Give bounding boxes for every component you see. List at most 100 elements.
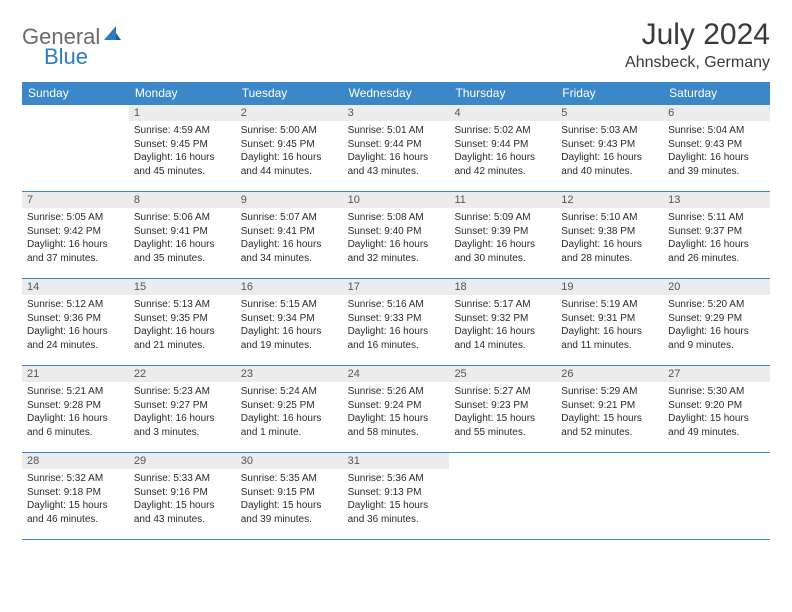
- day-cell: 11Sunrise: 5:09 AMSunset: 9:39 PMDayligh…: [449, 192, 556, 278]
- day-details: Sunrise: 5:26 AMSunset: 9:24 PMDaylight:…: [343, 382, 450, 444]
- day-cell: 23Sunrise: 5:24 AMSunset: 9:25 PMDayligh…: [236, 366, 343, 452]
- sunset-text: Sunset: 9:15 PM: [241, 486, 338, 500]
- day-cell: 16Sunrise: 5:15 AMSunset: 9:34 PMDayligh…: [236, 279, 343, 365]
- sunset-text: Sunset: 9:32 PM: [454, 312, 551, 326]
- header: General July 2024 Ahnsbeck, Germany: [22, 18, 770, 72]
- sunset-text: Sunset: 9:31 PM: [561, 312, 658, 326]
- day-number: 12: [556, 192, 663, 208]
- day-number: 30: [236, 453, 343, 469]
- day-number: 23: [236, 366, 343, 382]
- day-details: Sunrise: 5:19 AMSunset: 9:31 PMDaylight:…: [556, 295, 663, 357]
- sunset-text: Sunset: 9:25 PM: [241, 399, 338, 413]
- day-cell: 5Sunrise: 5:03 AMSunset: 9:43 PMDaylight…: [556, 105, 663, 191]
- sunrise-text: Sunrise: 5:29 AM: [561, 385, 658, 399]
- day-number: 16: [236, 279, 343, 295]
- weekday-friday: Friday: [556, 82, 663, 104]
- day-cell: 10Sunrise: 5:08 AMSunset: 9:40 PMDayligh…: [343, 192, 450, 278]
- sunrise-text: Sunrise: 5:09 AM: [454, 211, 551, 225]
- daylight-text: Daylight: 16 hours and 42 minutes.: [454, 151, 551, 178]
- day-details: Sunrise: 5:27 AMSunset: 9:23 PMDaylight:…: [449, 382, 556, 444]
- day-details: Sunrise: 5:30 AMSunset: 9:20 PMDaylight:…: [663, 382, 770, 444]
- day-number: [663, 453, 770, 457]
- daylight-text: Daylight: 15 hours and 55 minutes.: [454, 412, 551, 439]
- calendar: SundayMondayTuesdayWednesdayThursdayFrid…: [22, 82, 770, 540]
- daylight-text: Daylight: 15 hours and 49 minutes.: [668, 412, 765, 439]
- day-details: Sunrise: 5:33 AMSunset: 9:16 PMDaylight:…: [129, 469, 236, 531]
- day-number: 1: [129, 105, 236, 121]
- sunset-text: Sunset: 9:44 PM: [348, 138, 445, 152]
- sunrise-text: Sunrise: 5:08 AM: [348, 211, 445, 225]
- sunset-text: Sunset: 9:40 PM: [348, 225, 445, 239]
- day-cell: 17Sunrise: 5:16 AMSunset: 9:33 PMDayligh…: [343, 279, 450, 365]
- day-cell: [22, 105, 129, 191]
- sunset-text: Sunset: 9:43 PM: [668, 138, 765, 152]
- day-details: Sunrise: 5:13 AMSunset: 9:35 PMDaylight:…: [129, 295, 236, 357]
- day-number: 2: [236, 105, 343, 121]
- day-cell: 8Sunrise: 5:06 AMSunset: 9:41 PMDaylight…: [129, 192, 236, 278]
- sunrise-text: Sunrise: 5:15 AM: [241, 298, 338, 312]
- sunrise-text: Sunrise: 5:06 AM: [134, 211, 231, 225]
- sunrise-text: Sunrise: 5:01 AM: [348, 124, 445, 138]
- sunrise-text: Sunrise: 5:24 AM: [241, 385, 338, 399]
- sunrise-text: Sunrise: 5:21 AM: [27, 385, 124, 399]
- sunrise-text: Sunrise: 5:26 AM: [348, 385, 445, 399]
- week-row: 21Sunrise: 5:21 AMSunset: 9:28 PMDayligh…: [22, 365, 770, 452]
- day-cell: 18Sunrise: 5:17 AMSunset: 9:32 PMDayligh…: [449, 279, 556, 365]
- day-cell: 26Sunrise: 5:29 AMSunset: 9:21 PMDayligh…: [556, 366, 663, 452]
- day-cell: 3Sunrise: 5:01 AMSunset: 9:44 PMDaylight…: [343, 105, 450, 191]
- day-number: 9: [236, 192, 343, 208]
- day-number: 17: [343, 279, 450, 295]
- day-cell: 12Sunrise: 5:10 AMSunset: 9:38 PMDayligh…: [556, 192, 663, 278]
- sunset-text: Sunset: 9:45 PM: [134, 138, 231, 152]
- sunrise-text: Sunrise: 5:00 AM: [241, 124, 338, 138]
- day-number: 18: [449, 279, 556, 295]
- sunrise-text: Sunrise: 5:02 AM: [454, 124, 551, 138]
- weekday-saturday: Saturday: [663, 82, 770, 104]
- day-number: 6: [663, 105, 770, 121]
- day-cell: 14Sunrise: 5:12 AMSunset: 9:36 PMDayligh…: [22, 279, 129, 365]
- sunrise-text: Sunrise: 5:32 AM: [27, 472, 124, 486]
- day-number: 10: [343, 192, 450, 208]
- sunset-text: Sunset: 9:16 PM: [134, 486, 231, 500]
- daylight-text: Daylight: 16 hours and 35 minutes.: [134, 238, 231, 265]
- day-number: 29: [129, 453, 236, 469]
- day-details: Sunrise: 5:08 AMSunset: 9:40 PMDaylight:…: [343, 208, 450, 270]
- week-row: 1Sunrise: 4:59 AMSunset: 9:45 PMDaylight…: [22, 104, 770, 191]
- day-cell: 7Sunrise: 5:05 AMSunset: 9:42 PMDaylight…: [22, 192, 129, 278]
- day-cell: 31Sunrise: 5:36 AMSunset: 9:13 PMDayligh…: [343, 453, 450, 539]
- daylight-text: Daylight: 16 hours and 45 minutes.: [134, 151, 231, 178]
- sunset-text: Sunset: 9:18 PM: [27, 486, 124, 500]
- sunset-text: Sunset: 9:34 PM: [241, 312, 338, 326]
- daylight-text: Daylight: 15 hours and 43 minutes.: [134, 499, 231, 526]
- sunrise-text: Sunrise: 4:59 AM: [134, 124, 231, 138]
- title-block: July 2024 Ahnsbeck, Germany: [625, 18, 770, 72]
- day-number: 19: [556, 279, 663, 295]
- sunset-text: Sunset: 9:21 PM: [561, 399, 658, 413]
- sunrise-text: Sunrise: 5:23 AM: [134, 385, 231, 399]
- week-row: 7Sunrise: 5:05 AMSunset: 9:42 PMDaylight…: [22, 191, 770, 278]
- sunset-text: Sunset: 9:43 PM: [561, 138, 658, 152]
- daylight-text: Daylight: 16 hours and 30 minutes.: [454, 238, 551, 265]
- week-row: 14Sunrise: 5:12 AMSunset: 9:36 PMDayligh…: [22, 278, 770, 365]
- sunset-text: Sunset: 9:38 PM: [561, 225, 658, 239]
- day-details: Sunrise: 5:35 AMSunset: 9:15 PMDaylight:…: [236, 469, 343, 531]
- sunrise-text: Sunrise: 5:11 AM: [668, 211, 765, 225]
- day-cell: 1 Sunrise: 4:59 AMSunset: 9:45 PMDaylight…: [129, 105, 236, 191]
- day-details: Sunrise: 5:00 AMSunset: 9:45 PMDaylight:…: [236, 121, 343, 183]
- sunrise-text: Sunrise: 5:19 AM: [561, 298, 658, 312]
- sunset-text: Sunset: 9:20 PM: [668, 399, 765, 413]
- daylight-text: Daylight: 16 hours and 6 minutes.: [27, 412, 124, 439]
- sunrise-text: Sunrise: 5:30 AM: [668, 385, 765, 399]
- sunset-text: Sunset: 9:37 PM: [668, 225, 765, 239]
- day-number: 21: [22, 366, 129, 382]
- sunset-text: Sunset: 9:41 PM: [241, 225, 338, 239]
- day-number: 25: [449, 366, 556, 382]
- sunset-text: Sunset: 9:44 PM: [454, 138, 551, 152]
- weekday-monday: Monday: [129, 82, 236, 104]
- day-details: Sunrise: 5:16 AMSunset: 9:33 PMDaylight:…: [343, 295, 450, 357]
- day-cell: [663, 453, 770, 539]
- sunrise-text: Sunrise: 5:03 AM: [561, 124, 658, 138]
- sunset-text: Sunset: 9:41 PM: [134, 225, 231, 239]
- sunrise-text: Sunrise: 5:36 AM: [348, 472, 445, 486]
- logo-sail-icon: [102, 24, 122, 50]
